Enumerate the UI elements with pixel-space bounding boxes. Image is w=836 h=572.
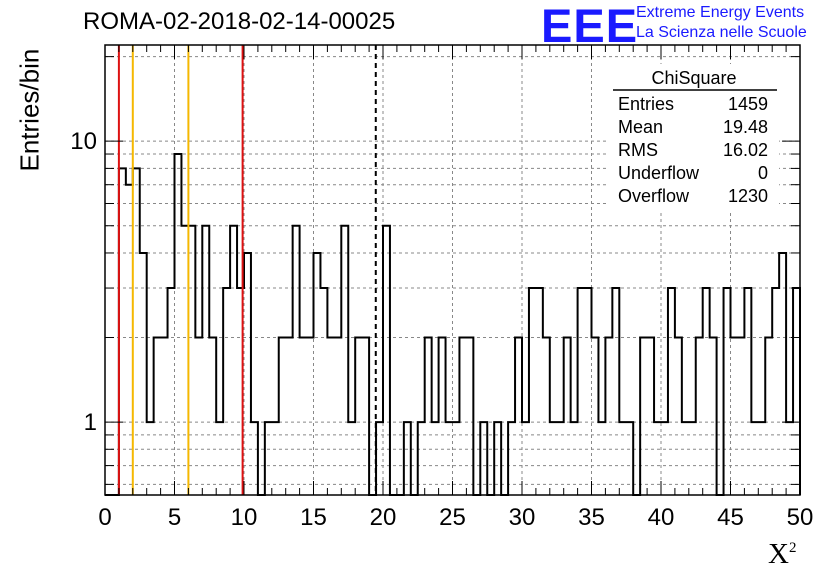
x-tick-label: 40 — [648, 504, 675, 531]
logo-line-1: Extreme Energy Events — [636, 4, 805, 21]
stats-box: ChiSquare Entries 1459 Mean 19.48 RMS 16.02 Und… — [609, 64, 779, 210]
axes: 0 5 10 15 20 25 30 35 40 45 50 1 10 — [70, 44, 814, 531]
y-tick-label: 10 — [70, 128, 97, 155]
stats-value: 1459 — [728, 94, 768, 114]
histogram-bars — [105, 153, 801, 496]
stats-value: 19.48 — [723, 117, 768, 137]
stats-label: Overflow — [618, 186, 690, 206]
stats-box-background — [609, 64, 779, 210]
stats-value: 0 — [758, 163, 768, 183]
histogram-outline — [105, 153, 801, 496]
grid-lines — [105, 45, 800, 495]
x-tick-label: 10 — [231, 504, 258, 531]
x-tick-label: 0 — [98, 504, 111, 531]
stats-label: Underflow — [618, 163, 700, 183]
chart-title: ROMA-02-2018-02-14-00025 — [83, 8, 396, 35]
eee-logo: EEE — [541, 0, 639, 52]
x-tick-label: 30 — [509, 504, 536, 531]
y-tick-label: 1 — [84, 409, 97, 436]
x-tick-label: 50 — [787, 504, 814, 531]
x-tick-label: 5 — [168, 504, 181, 531]
stats-title: ChiSquare — [651, 68, 736, 88]
x-axis-label: X2 — [768, 538, 797, 570]
x-tick-label: 20 — [370, 504, 397, 531]
x-tick-label: 35 — [578, 504, 605, 531]
x-tick-label: 45 — [717, 504, 744, 531]
logo-line-2: La Scienza nelle Scuole — [636, 24, 807, 41]
stats-value: 16.02 — [723, 140, 768, 160]
stats-label: RMS — [618, 140, 658, 160]
stats-label: Mean — [618, 117, 663, 137]
stats-label: Entries — [618, 94, 674, 114]
x-tick-label: 15 — [300, 504, 327, 531]
stats-value: 1230 — [728, 186, 768, 206]
reference-lines — [117, 45, 377, 495]
y-axis-label: Entries/bin — [14, 48, 45, 172]
x-tick-label: 25 — [439, 504, 466, 531]
